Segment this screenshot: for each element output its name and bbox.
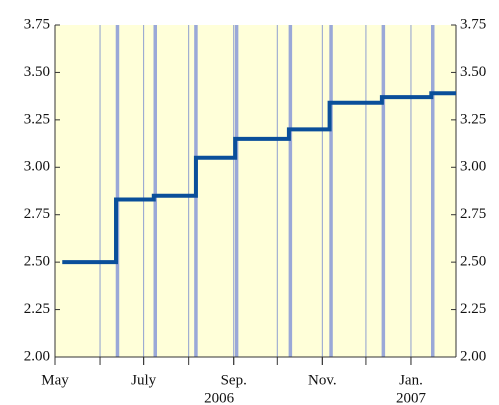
- x-tick-label: Sep.: [221, 372, 247, 388]
- y2-tick-label: 2.00: [460, 348, 486, 364]
- y2-tick-label: 2.50: [460, 254, 486, 270]
- y2-tick-label: 3.00: [460, 159, 486, 175]
- year-label: 2007: [396, 390, 427, 405]
- y2-tick-label: 3.25: [460, 111, 486, 127]
- x-tick-label: May: [41, 372, 69, 388]
- y-tick-label: 3.75: [24, 16, 50, 32]
- y-tick-label: 3.00: [24, 159, 50, 175]
- plot-background: [55, 25, 456, 357]
- year-label: 2006: [204, 390, 235, 405]
- y2-tick-label: 3.50: [460, 64, 486, 80]
- y-tick-label: 2.75: [24, 206, 50, 222]
- y-tick-label: 3.25: [24, 111, 50, 127]
- x-tick-label: July: [131, 372, 157, 388]
- y-tick-label: 3.50: [24, 64, 50, 80]
- y2-tick-label: 2.75: [460, 206, 486, 222]
- y-tick-label: 2.25: [24, 301, 50, 317]
- y-tick-label: 2.50: [24, 254, 50, 270]
- y-tick-label: 2.00: [24, 348, 50, 364]
- y2-tick-label: 3.75: [460, 16, 486, 32]
- x-tick-label: Jan.: [399, 372, 423, 388]
- x-tick-label: Nov.: [308, 372, 337, 388]
- line-series: [62, 91, 456, 265]
- y2-tick-label: 2.25: [460, 301, 486, 317]
